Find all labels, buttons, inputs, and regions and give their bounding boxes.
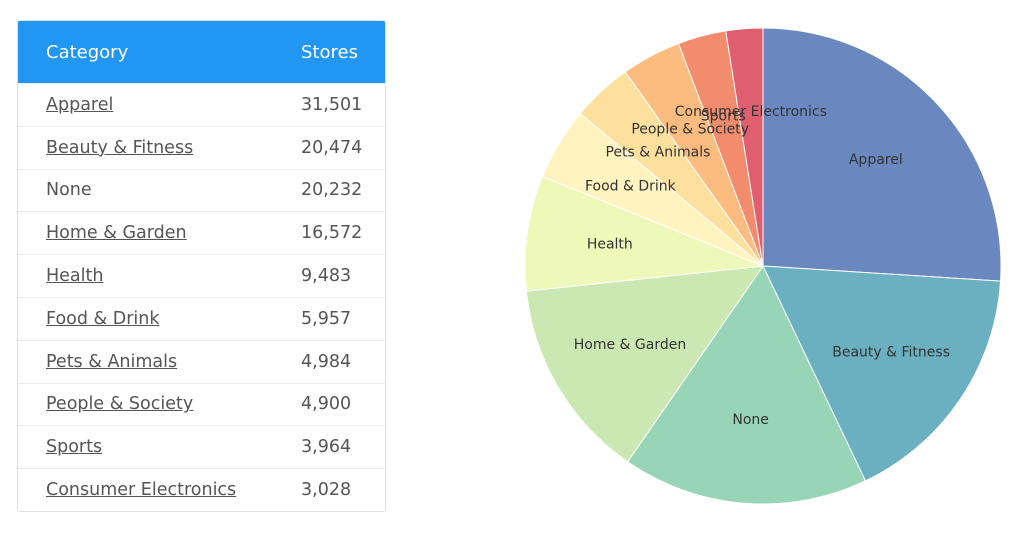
table-row: Beauty & Fitness 20,474 xyxy=(18,125,385,169)
stores-cell: 5,957 xyxy=(301,308,352,329)
slice-label: Apparel xyxy=(849,152,903,168)
pie-slice xyxy=(677,30,764,267)
pie-slice xyxy=(725,27,764,267)
category-link[interactable]: Consumer Electronics xyxy=(46,480,237,501)
pie-slice xyxy=(579,71,764,267)
category-link[interactable]: Food & Drink xyxy=(46,308,160,329)
table-row: Health 9,483 xyxy=(18,254,385,297)
stores-cell: 16,572 xyxy=(301,223,363,244)
stores-cell: 3,028 xyxy=(301,480,352,501)
category-cell: None xyxy=(46,180,92,201)
stores-cell: 4,984 xyxy=(301,351,352,372)
table-row: People & Society 4,900 xyxy=(18,382,385,426)
category-link[interactable]: Sports xyxy=(46,437,103,458)
slice-label: Health xyxy=(587,236,633,252)
slice-label: Pets & Animals xyxy=(606,144,711,160)
category-link[interactable]: Pets & Animals xyxy=(46,351,178,372)
stores-cell: 20,474 xyxy=(301,137,363,158)
category-link[interactable]: Home & Garden xyxy=(46,223,187,244)
slice-label: Beauty & Fitness xyxy=(832,345,950,361)
slice-label: Consumer Electronics xyxy=(675,104,827,120)
slice-label: None xyxy=(732,412,769,428)
column-header: Category xyxy=(46,41,129,63)
stores-cell: 3,964 xyxy=(301,437,352,458)
stores-cell: 20,232 xyxy=(301,180,363,201)
table-row: Apparel 31,501 xyxy=(18,83,385,126)
slice-label: People & Society xyxy=(631,121,749,137)
table-row: Food & Drink 5,957 xyxy=(18,296,385,340)
category-link[interactable]: People & Society xyxy=(46,394,194,415)
slice-label: Sports xyxy=(701,108,746,124)
pie-slice xyxy=(624,42,764,267)
table-row: Pets & Animals 4,984 xyxy=(18,339,385,383)
pie-slice xyxy=(762,265,1002,482)
category-link[interactable]: Apparel xyxy=(46,94,114,115)
table-row: Home & Garden 16,572 xyxy=(18,211,385,254)
pie-slice xyxy=(626,265,867,505)
pie-slice xyxy=(525,265,765,463)
table-row: None 20,232 xyxy=(18,168,385,212)
table-row: Sports 3,964 xyxy=(18,425,385,468)
table-header: Category Stores xyxy=(18,21,385,83)
category-link[interactable]: Beauty & Fitness xyxy=(46,137,194,158)
stores-cell: 4,900 xyxy=(301,394,352,415)
category-link[interactable]: Health xyxy=(46,266,104,287)
stores-cell: 9,483 xyxy=(301,266,352,287)
slice-label: Food & Drink xyxy=(585,178,677,194)
slice-label: Home & Garden xyxy=(574,337,686,353)
pie-slice xyxy=(524,175,764,292)
table: Category Stores Apparel 31,501 Beauty & Fitn… xyxy=(17,20,386,512)
stores-cell: 31,501 xyxy=(301,94,363,115)
pie-slice xyxy=(541,112,764,267)
pie-slice xyxy=(762,27,1002,282)
column-header: Stores xyxy=(301,41,358,63)
table-row: Consumer Electronics 3,028 xyxy=(18,468,385,511)
